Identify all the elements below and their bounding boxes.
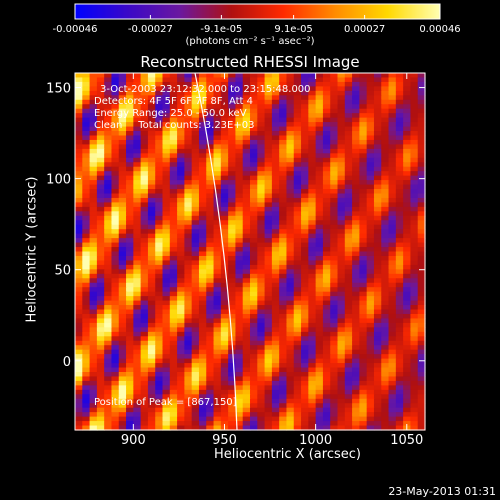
- colorbar-tick-label: -9.1e-05: [200, 24, 242, 35]
- colorbar: -0.00046 -0.00027 -9.1e-05 9.1e-05 0.00027 0.…: [53, 3, 461, 35]
- chart-title: Reconstructed RHESSI Image: [140, 53, 360, 71]
- colorbar-tick-label: 9.1e-05: [274, 24, 312, 35]
- x-axis-label: Heliocentric X (arcsec): [214, 447, 361, 462]
- peak-position-label: Position of Peak = [867,150]: [94, 397, 237, 408]
- colorbar-tick-label: -0.00027: [128, 24, 173, 35]
- colorbar-tick-label: 0.00046: [419, 24, 460, 35]
- annotation-clean-counts: Clean Total counts: 3.23E+03: [94, 120, 255, 131]
- x-tick-label: 1050: [390, 433, 423, 448]
- colorbar-tick-label: -0.00046: [53, 24, 98, 35]
- y-tick-label: 50: [54, 264, 71, 279]
- solar-limb-line: [194, 72, 238, 431]
- colorbar-tick-label: 0.00027: [344, 24, 385, 35]
- y-tick-label: 150: [46, 82, 71, 97]
- heatmap-image: [75, 72, 426, 431]
- annotation-energy-range: Energy Range: 25.0 - 50.0 keV: [94, 108, 247, 119]
- x-tick-label: 950: [212, 433, 237, 448]
- x-tick-label: 900: [121, 433, 146, 448]
- y-axis-label: Heliocentric Y (arcsec): [24, 176, 40, 323]
- annotation-time-range: 3-Oct-2003 23:12:32.000 to 23:15:48.000: [100, 84, 311, 95]
- annotation-detectors: Detectors: 4F 5F 6F 7F 8F, Att 4: [94, 96, 254, 107]
- y-tick-label: 100: [46, 173, 71, 188]
- colorbar-units: (photons cm⁻² s⁻¹ asec⁻²): [185, 36, 315, 47]
- x-tick-label: 1000: [299, 433, 332, 448]
- y-tick-label: 0: [63, 355, 71, 370]
- plot-axes: 900 950 1000 1050 0 50 100 150: [46, 72, 426, 448]
- footer-timestamp: 23-May-2013 01:31: [388, 485, 496, 498]
